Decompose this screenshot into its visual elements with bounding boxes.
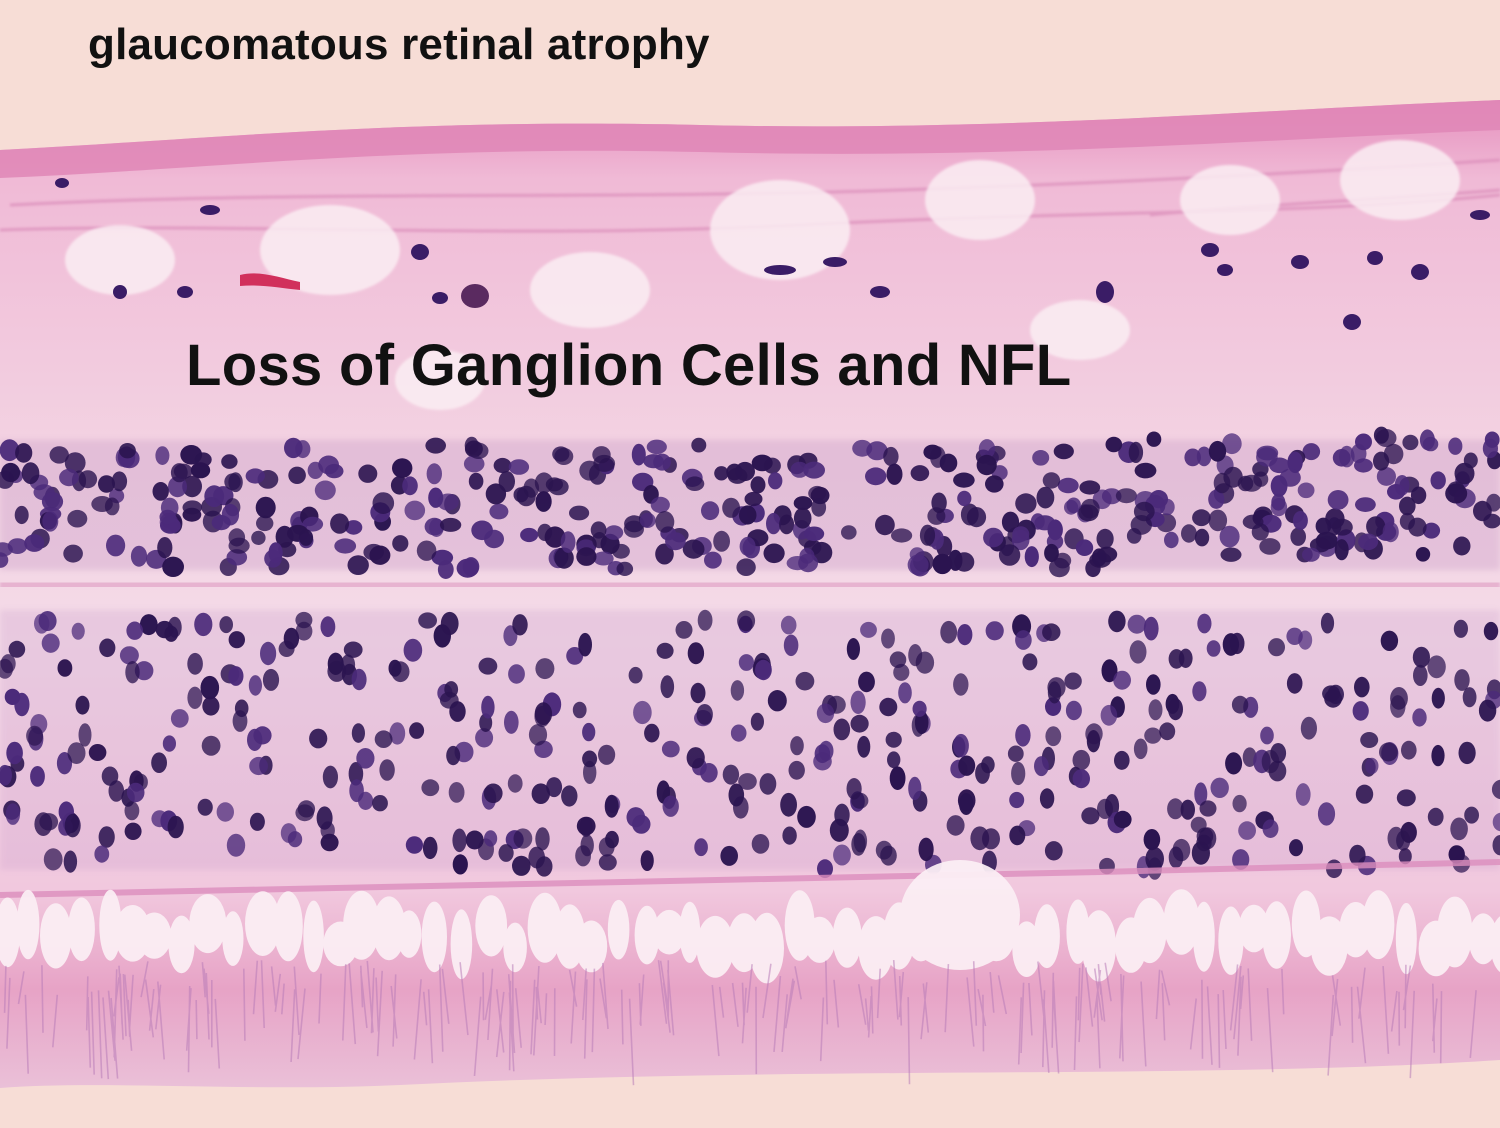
photoreceptor-outer-segments [3, 960, 1477, 1086]
inner-limiting-membrane [0, 100, 1500, 178]
blood-vessel [240, 273, 300, 290]
slide-title: glaucomatous retinal atrophy [88, 20, 710, 69]
photoreceptor-segments [0, 860, 1500, 984]
sparse-ganglion-nuclei [55, 178, 1490, 330]
inner-nuclear-layer-nuclei [0, 426, 1500, 579]
vacuolated-spaces [65, 140, 1460, 410]
outer-nuclear-layer-nuclei [0, 609, 1500, 880]
outer-plexiform-layer [0, 576, 1500, 594]
annotation-label: Loss of Ganglion Cells and NFL [186, 333, 1072, 398]
